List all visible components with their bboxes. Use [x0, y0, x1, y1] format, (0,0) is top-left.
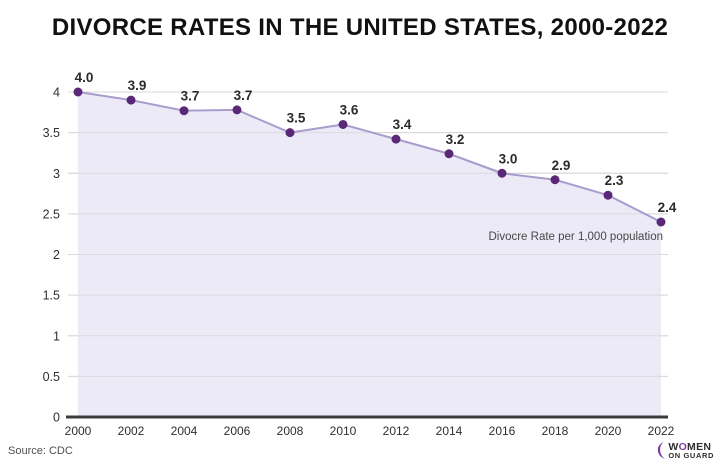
series-annotation: Divocre Rate per 1,000 population: [488, 231, 663, 243]
data-point: [285, 128, 295, 138]
data-point: [338, 120, 348, 129]
data-point: [550, 175, 560, 185]
brand-logo-line1: WOMEN: [668, 440, 712, 453]
y-tick-label: 4: [53, 86, 60, 100]
x-tick-label: 2018: [542, 424, 569, 438]
data-point: [603, 190, 613, 200]
data-point-label: 3.4: [393, 117, 412, 132]
x-tick-label: 2012: [383, 424, 410, 438]
data-point-label: 3.2: [446, 132, 465, 147]
x-tick-label: 2014: [436, 424, 463, 438]
y-tick-label: 0: [53, 411, 60, 425]
data-point-label: 2.9: [552, 158, 571, 173]
data-point-label: 4.0: [75, 70, 94, 85]
source-note: Source: CDC: [8, 445, 73, 457]
data-point: [179, 106, 189, 116]
brand-logo-text: WOMEN ON GUARD: [668, 440, 714, 460]
data-point-label: 3.6: [340, 103, 359, 118]
y-tick-label: 3.5: [43, 126, 60, 140]
page-title: DIVORCE RATES IN THE UNITED STATES, 2000…: [51, 14, 669, 41]
data-point: [126, 95, 136, 105]
data-point-label: 3.9: [128, 78, 147, 93]
ribbon-icon: [658, 441, 666, 459]
x-tick-label: 2022: [648, 424, 675, 438]
data-point-label: 3.5: [287, 111, 306, 126]
x-tick-label: 2000: [65, 424, 92, 438]
trend-line: [77, 91, 662, 223]
logo-o-accent: O: [678, 440, 688, 453]
x-tick-label: 2010: [330, 424, 357, 438]
x-tick-label: 2016: [489, 424, 516, 438]
data-point: [497, 168, 507, 178]
data-point: [656, 217, 666, 227]
x-tick-label: 2008: [277, 424, 304, 438]
y-tick-label: 2: [53, 248, 60, 262]
data-point: [444, 149, 454, 159]
data-point-label: 3.7: [234, 88, 253, 103]
data-point: [391, 134, 401, 144]
brand-logo: WOMEN ON GUARD: [655, 441, 714, 460]
y-tick-label: 1: [53, 329, 60, 343]
x-tick-label: 2002: [118, 424, 145, 438]
data-point-label: 2.3: [605, 173, 624, 188]
data-point: [232, 105, 242, 115]
area-fill: [78, 92, 661, 416]
data-point-label: 2.4: [658, 200, 677, 215]
y-tick-label: 2.5: [43, 207, 60, 221]
data-point-label: 3.0: [499, 151, 518, 166]
y-tick-label: 0.5: [43, 370, 60, 384]
y-tick-label: 3: [53, 167, 60, 181]
x-tick-label: 2020: [595, 424, 622, 438]
x-tick-label: 2004: [171, 424, 198, 438]
y-tick-label: 1.5: [43, 289, 60, 303]
x-tick-label: 2006: [224, 424, 251, 438]
brand-logo-line2: ON GUARD: [668, 451, 714, 460]
data-point-label: 3.7: [181, 89, 200, 104]
data-point: [73, 87, 83, 97]
